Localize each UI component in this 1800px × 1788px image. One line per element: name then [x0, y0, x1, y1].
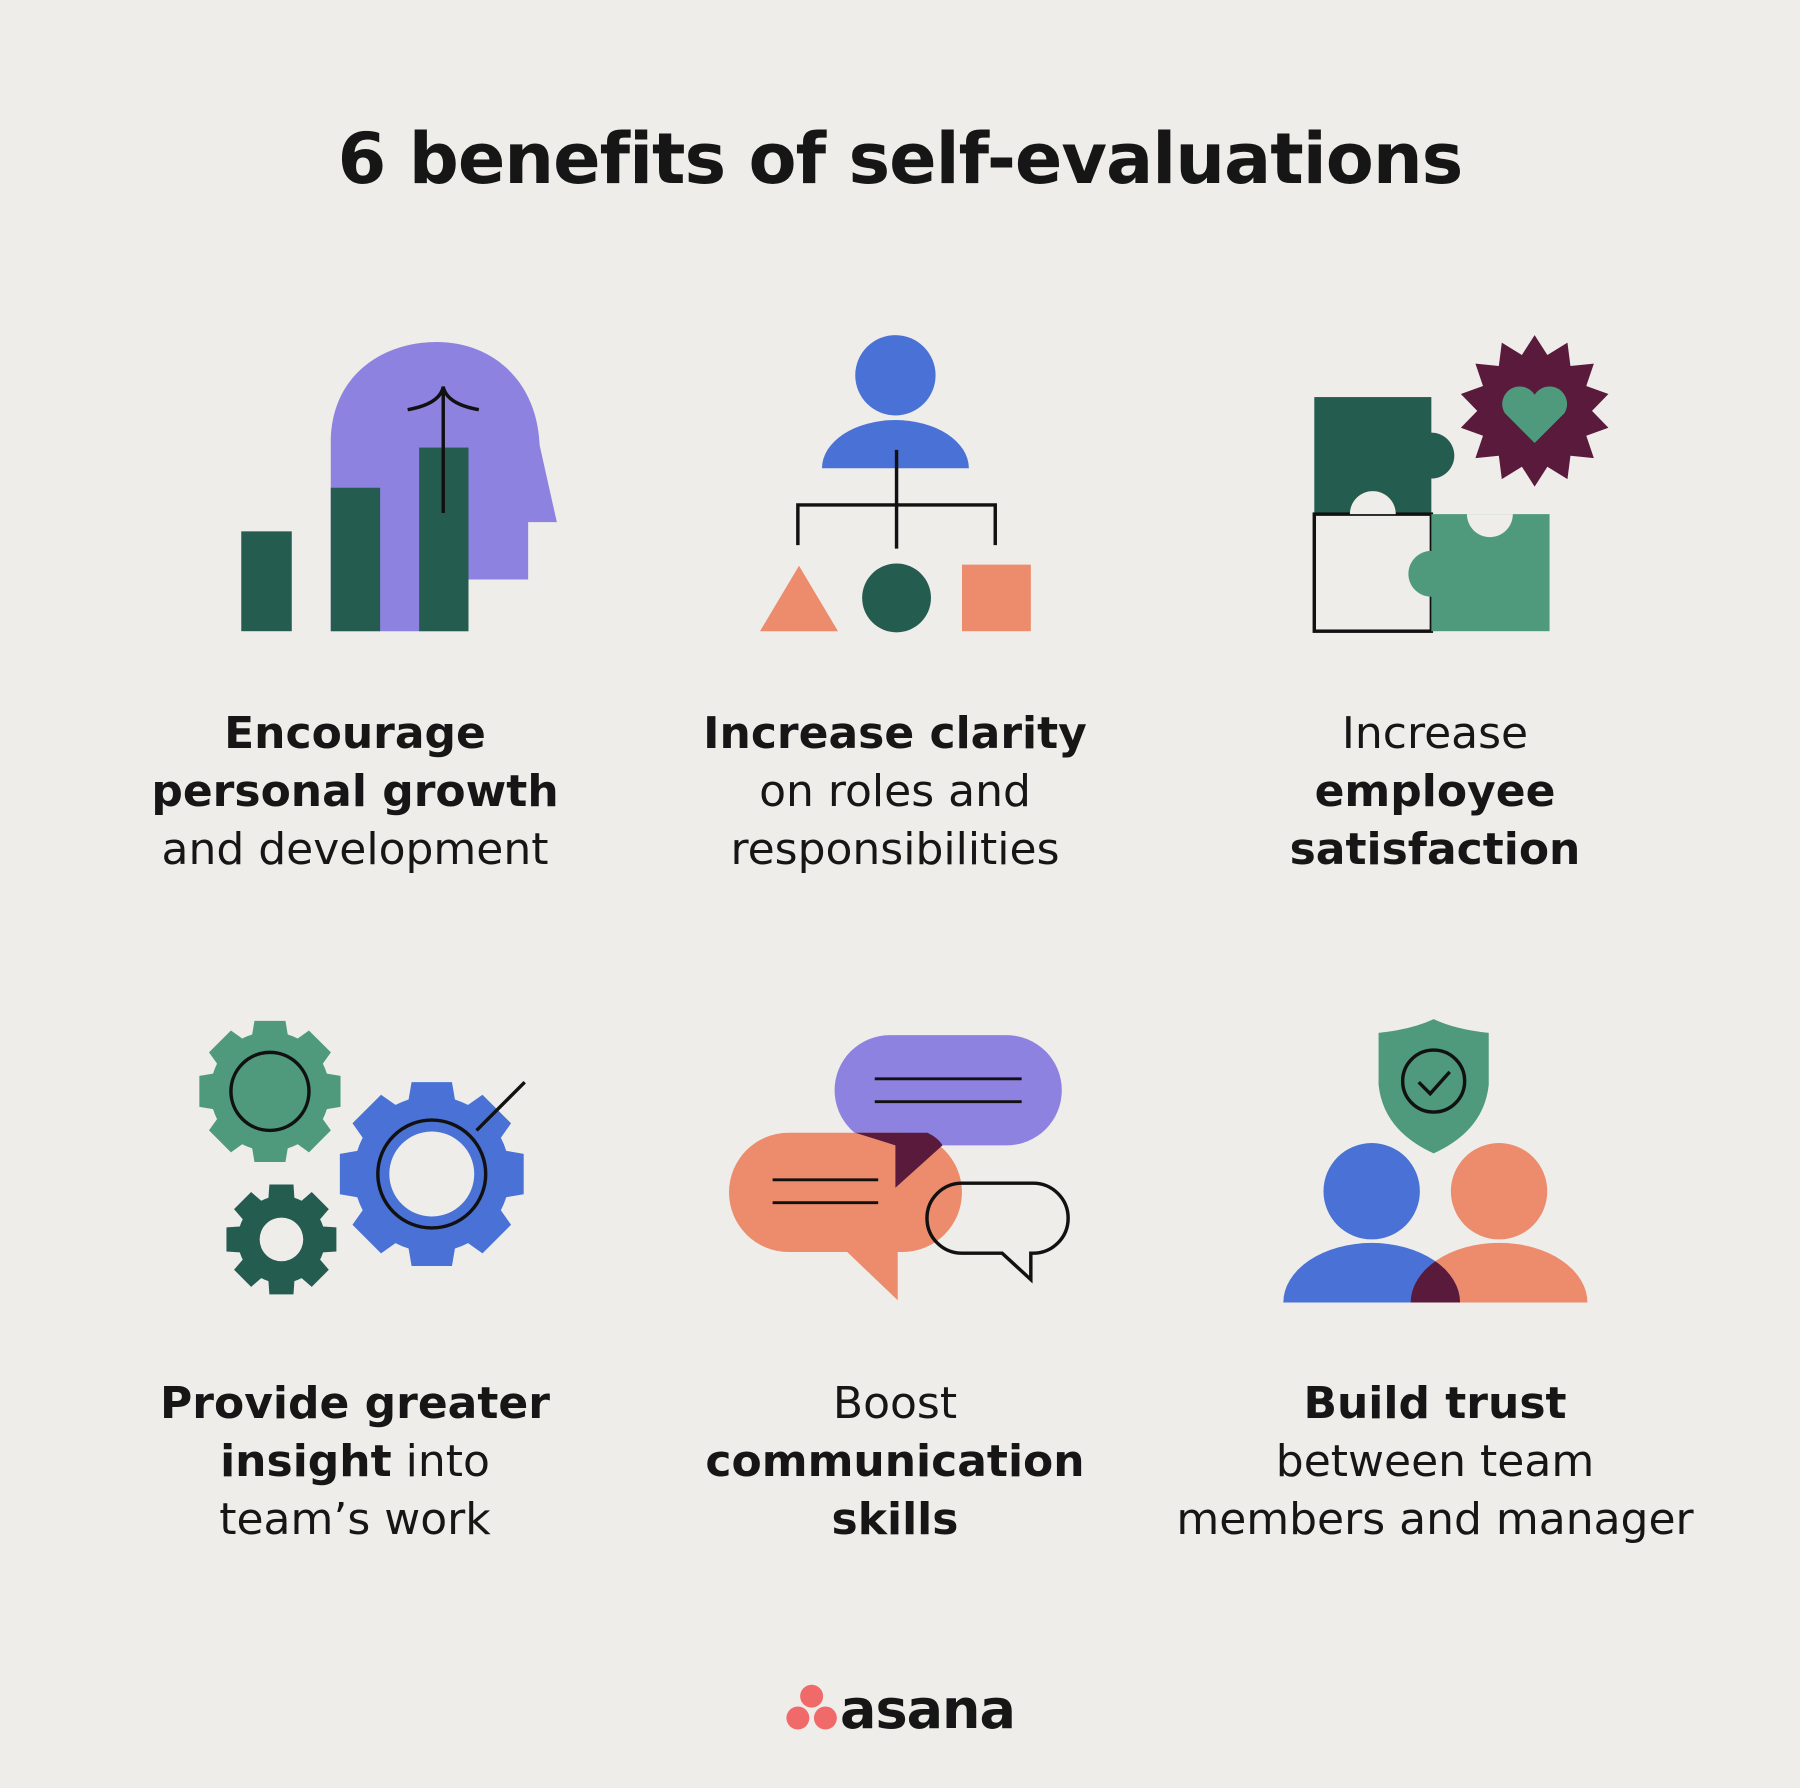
caption-text: Increase: [1341, 708, 1529, 759]
head-growth-chart-icon: [241, 341, 557, 632]
speech-bubbles-icon: [729, 1035, 1070, 1301]
small-dark-gear: [226, 1184, 337, 1295]
bar-1: [241, 531, 292, 632]
caption-line: members and manager: [1155, 1491, 1715, 1549]
caption-text: between team: [1275, 1436, 1595, 1487]
caption-line: employee: [1155, 763, 1715, 821]
check-circle: [1400, 1048, 1467, 1114]
caption-text: communication: [705, 1436, 1085, 1487]
benefit-caption: Build trust between team members and manag…: [1155, 1375, 1715, 1549]
caption-line: Increase clarity: [615, 705, 1175, 763]
caption-text: and development: [161, 824, 549, 875]
person-blue-head: [1323, 1143, 1420, 1240]
caption-line: Provide greater: [75, 1375, 635, 1433]
caption-line: team’s work: [75, 1491, 635, 1549]
person-head: [855, 335, 936, 416]
shield: [1378, 1019, 1489, 1154]
green-gear: [199, 1020, 341, 1162]
benefit-caption: Increase clarity on roles and responsibili…: [615, 705, 1175, 879]
caption-line: and development: [75, 821, 635, 879]
bar-2: [330, 487, 381, 632]
caption-text: responsibilities: [730, 824, 1060, 875]
caption-text: members and manager: [1176, 1494, 1694, 1545]
person-coral-head: [1450, 1143, 1548, 1240]
circle: [862, 563, 931, 633]
benefit-caption: Provide greater insight into team’s work: [75, 1375, 635, 1549]
caption-text: team’s work: [219, 1494, 491, 1545]
heart: [1502, 386, 1568, 443]
caption-text: Increase clarity: [703, 708, 1087, 759]
benefit-caption: Encourage personal growth and development: [75, 705, 635, 879]
connector-lines: [796, 449, 997, 549]
benefit-caption: Boost communication skills: [615, 1375, 1175, 1549]
asana-logo-icon: [786, 1684, 837, 1730]
triangle: [759, 565, 839, 632]
caption-text: into: [391, 1436, 490, 1487]
org-chart-icon: [759, 335, 1031, 633]
page-title: 6 benefits of self-evaluations: [337, 118, 1464, 200]
caption-text: skills: [831, 1494, 959, 1545]
shield-people-icon: [1283, 1019, 1588, 1303]
purple-bubble: [834, 1035, 1062, 1146]
caption-line: on roles and: [615, 763, 1175, 821]
square: [961, 564, 1031, 632]
up-arrow: [407, 386, 480, 513]
caption-text: on roles and: [759, 766, 1031, 817]
caption-line: responsibilities: [615, 821, 1175, 879]
caption-line: satisfaction: [1155, 821, 1715, 879]
caption-text: Encourage: [224, 708, 486, 759]
caption-text: employee: [1314, 766, 1556, 817]
caption-line: between team: [1155, 1433, 1715, 1491]
caption-text: personal growth: [151, 766, 559, 817]
benefit-caption: Increase employee satisfaction: [1155, 705, 1715, 879]
caption-line: Boost: [615, 1375, 1175, 1433]
caption-text: insight: [220, 1436, 392, 1487]
person-body: [821, 420, 969, 469]
caption-text: satisfaction: [1289, 824, 1581, 875]
caption-line: personal growth: [75, 763, 635, 821]
caption-line: insight into: [75, 1433, 635, 1491]
puzzle-heart-icon: [1312, 335, 1609, 633]
caption-line: Build trust: [1155, 1375, 1715, 1433]
caption-text: Provide greater: [160, 1378, 550, 1429]
caption-line: communication: [615, 1433, 1175, 1491]
caption-text: Build trust: [1303, 1378, 1567, 1429]
caption-line: Encourage: [75, 705, 635, 763]
caption-line: skills: [615, 1491, 1175, 1549]
outline-bubble: [925, 1181, 1070, 1284]
asana-wordmark: asana: [840, 1678, 1016, 1741]
caption-line: Increase: [1155, 705, 1715, 763]
bubble-overlap: [855, 1132, 943, 1188]
gears-icon: [199, 1020, 526, 1295]
caption-text: Boost: [832, 1378, 958, 1429]
